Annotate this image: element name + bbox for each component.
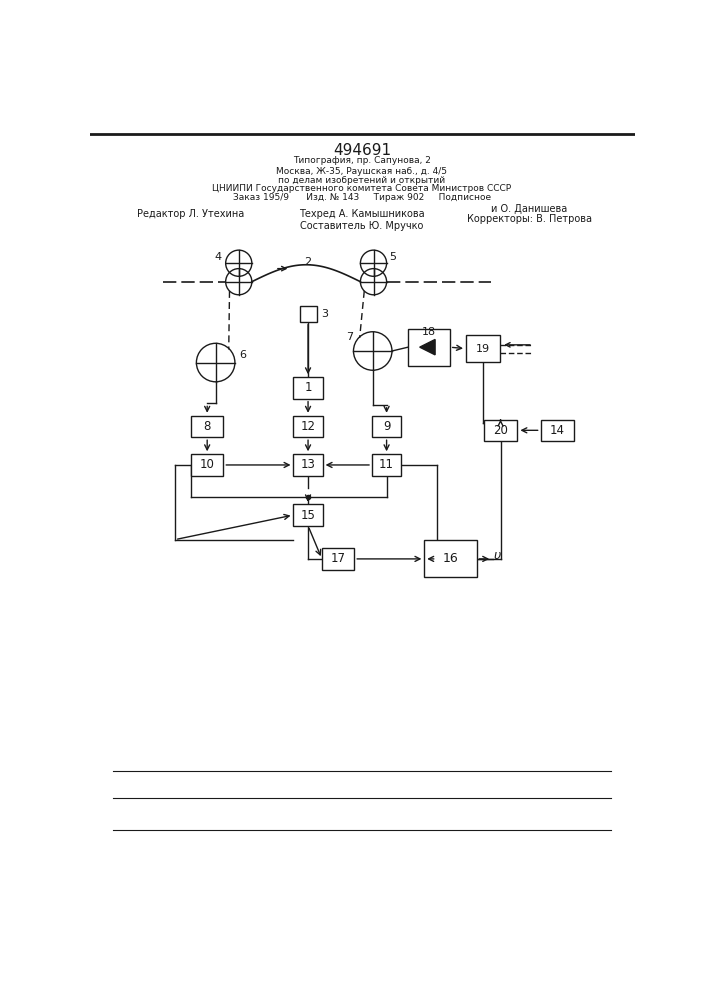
- Text: 9: 9: [383, 420, 390, 433]
- Text: 19: 19: [476, 344, 490, 354]
- Text: 2: 2: [304, 257, 311, 267]
- Text: 11: 11: [379, 458, 394, 471]
- Text: Типография, пр. Сапунова, 2: Типография, пр. Сапунова, 2: [293, 156, 431, 165]
- Bar: [293, 377, 322, 399]
- Text: Техред А. Камышникова: Техред А. Камышникова: [299, 209, 425, 219]
- Bar: [372, 454, 402, 476]
- Text: Москва, Ж-35, Раушская наб., д. 4/5: Москва, Ж-35, Раушская наб., д. 4/5: [276, 167, 448, 176]
- Text: 8: 8: [204, 420, 211, 433]
- Text: 13: 13: [300, 458, 315, 471]
- Bar: [293, 416, 322, 437]
- Text: 16: 16: [443, 552, 458, 565]
- Text: ЦНИИПИ Государственного комитета Совета Министров СССР: ЦНИИПИ Государственного комитета Совета …: [212, 184, 512, 193]
- Bar: [541, 420, 575, 441]
- Text: 15: 15: [300, 509, 315, 522]
- Bar: [191, 454, 223, 476]
- Text: 6: 6: [239, 350, 246, 360]
- Text: 18: 18: [422, 327, 436, 337]
- Text: и О. Данишева: и О. Данишева: [491, 204, 567, 214]
- Text: υ: υ: [493, 549, 501, 562]
- Text: 4: 4: [214, 252, 221, 262]
- Bar: [191, 416, 223, 437]
- Text: 5: 5: [390, 252, 396, 262]
- Text: по делам изобретений и открытий: по делам изобретений и открытий: [279, 176, 445, 185]
- Text: 7: 7: [346, 332, 354, 342]
- Text: 12: 12: [300, 420, 315, 433]
- Bar: [408, 329, 450, 366]
- Text: Редактор Л. Утехина: Редактор Л. Утехина: [136, 209, 244, 219]
- Bar: [484, 420, 518, 441]
- Text: 17: 17: [331, 552, 346, 565]
- Polygon shape: [420, 339, 435, 355]
- Bar: [300, 306, 317, 322]
- Text: Составитель Ю. Мручко: Составитель Ю. Мручко: [300, 221, 423, 231]
- Text: Заказ 195/9      Изд. № 143     Тираж 902     Подписное: Заказ 195/9 Изд. № 143 Тираж 902 Подписн…: [233, 193, 491, 202]
- Bar: [372, 416, 402, 437]
- Bar: [322, 548, 354, 570]
- Text: 1: 1: [304, 381, 312, 394]
- Text: 494691: 494691: [333, 143, 391, 158]
- Bar: [293, 504, 322, 526]
- Text: 3: 3: [321, 309, 328, 319]
- Bar: [465, 335, 500, 362]
- Text: Корректоры: В. Петрова: Корректоры: В. Петрова: [467, 214, 592, 224]
- Bar: [424, 540, 477, 577]
- Bar: [293, 454, 322, 476]
- Text: 14: 14: [550, 424, 565, 437]
- Text: 20: 20: [493, 424, 508, 437]
- Text: 10: 10: [200, 458, 215, 471]
